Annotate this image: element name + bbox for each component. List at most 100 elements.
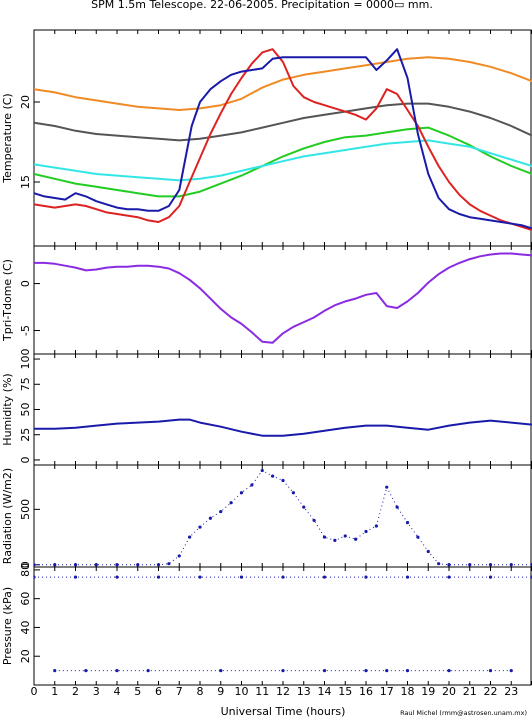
series-line-4 bbox=[34, 139, 532, 182]
x-tick-label: 8 bbox=[197, 685, 204, 698]
panel-3: 0 25 50 75 100 Humidity (%) bbox=[1, 349, 532, 466]
y-tick-label: 100 bbox=[19, 349, 32, 370]
data-point bbox=[198, 575, 202, 579]
data-point bbox=[281, 478, 285, 483]
data-point bbox=[395, 505, 399, 509]
data-point bbox=[250, 483, 254, 487]
panels: 15 20 Temperature (C) 0 -5 Tpri-Tdome (C) 0 25 5… bbox=[1, 29, 532, 686]
panel-5: 20 40 60 80 Pressure (kPa) bbox=[1, 563, 532, 686]
data-point bbox=[302, 505, 306, 509]
y-tick-label: 20 bbox=[19, 649, 32, 663]
chart-title: SPM 1.5m Telescope. 22-06-2005. Precipit… bbox=[91, 0, 433, 11]
data-point bbox=[239, 575, 244, 579]
data-point bbox=[322, 575, 327, 579]
x-tick-label: 4 bbox=[114, 685, 121, 698]
credit-note: Raul Michel (rmm@astrosen.unam.mx) bbox=[400, 709, 527, 717]
data-point bbox=[374, 524, 378, 528]
data-point bbox=[468, 563, 472, 567]
data-point bbox=[364, 669, 368, 673]
y-tick-label: 0 bbox=[19, 561, 32, 568]
y-tick-label: 75 bbox=[19, 377, 32, 391]
panel-frame bbox=[33, 245, 532, 355]
series-line-5 bbox=[34, 48, 532, 231]
y-tick-label: 25 bbox=[19, 428, 32, 442]
x-tick-label: 15 bbox=[338, 685, 352, 698]
x-axis-label: Universal Time (hours) bbox=[221, 705, 346, 718]
series-group bbox=[34, 252, 532, 344]
data-point bbox=[291, 491, 295, 495]
data-point bbox=[509, 563, 513, 567]
data-point bbox=[322, 669, 327, 673]
series-line-1 bbox=[34, 56, 532, 111]
x-tick-label: 19 bbox=[421, 685, 435, 698]
series-line-2 bbox=[34, 102, 532, 142]
x-tick-label: 9 bbox=[217, 685, 224, 698]
series-group bbox=[34, 48, 532, 231]
series-line-3 bbox=[34, 126, 532, 198]
x-tick-label: 5 bbox=[134, 685, 141, 698]
data-point bbox=[73, 575, 78, 579]
data-point bbox=[416, 535, 420, 539]
x-tick-label: 17 bbox=[380, 685, 394, 698]
y-axis-label: Tpri-Tdome (C) bbox=[1, 259, 14, 342]
data-point bbox=[84, 669, 88, 673]
y-tick-label: -5 bbox=[19, 325, 32, 336]
panel-1: 15 20 Temperature (C) bbox=[1, 29, 532, 247]
data-point bbox=[115, 563, 119, 567]
x-tick-label: 16 bbox=[359, 685, 373, 698]
panel-2: 0 -5 Tpri-Tdome (C) bbox=[1, 245, 532, 355]
x-tick-label: 21 bbox=[463, 685, 477, 698]
x-tick-label: 0 bbox=[31, 685, 38, 698]
x-tick-label: 20 bbox=[442, 685, 456, 698]
y-tick-label: 0 bbox=[19, 280, 32, 287]
y-tick-label: 20 bbox=[19, 95, 32, 109]
x-tick-label: 6 bbox=[155, 685, 162, 698]
series-line-1 bbox=[34, 252, 532, 344]
data-point bbox=[312, 518, 316, 523]
x-tick-label: 1 bbox=[51, 685, 58, 698]
data-point bbox=[229, 501, 233, 505]
data-point bbox=[447, 669, 451, 673]
series-group bbox=[34, 575, 532, 673]
x-tick-label: 10 bbox=[235, 685, 249, 698]
data-point bbox=[385, 669, 389, 673]
data-point bbox=[177, 554, 181, 558]
y-tick-label: 15 bbox=[19, 175, 32, 189]
panel-4: 0 500 Radiation (W/m2) bbox=[1, 464, 532, 568]
y-tick-label: 80 bbox=[19, 563, 32, 577]
data-point bbox=[219, 669, 223, 673]
data-point bbox=[447, 575, 451, 579]
data-point bbox=[447, 563, 451, 567]
x-tick-label: 13 bbox=[297, 685, 311, 698]
x-tick-label: 12 bbox=[276, 685, 290, 698]
series-group bbox=[34, 468, 532, 567]
y-tick-label: 50 bbox=[19, 403, 32, 417]
data-point bbox=[405, 521, 410, 525]
x-tick-label: 22 bbox=[484, 685, 498, 698]
data-point bbox=[198, 525, 202, 529]
data-point bbox=[188, 535, 192, 539]
series-group bbox=[34, 418, 532, 437]
y-axis-label: Pressure (kPa) bbox=[1, 587, 14, 665]
data-point bbox=[385, 485, 389, 489]
y-tick-label: 40 bbox=[19, 620, 32, 634]
y-axis-label: Temperature (C) bbox=[1, 93, 14, 183]
data-point bbox=[73, 563, 78, 567]
x-tick-label: 14 bbox=[318, 685, 332, 698]
x-tick-label: 23 bbox=[504, 685, 518, 698]
data-point bbox=[53, 669, 57, 673]
x-tick-label: 3 bbox=[93, 685, 100, 698]
y-tick-label: 500 bbox=[19, 499, 32, 520]
data-point bbox=[208, 516, 212, 520]
data-point bbox=[364, 529, 368, 534]
x-tick-label: 2 bbox=[72, 685, 79, 698]
x-tick-label: 18 bbox=[401, 685, 415, 698]
y-axis-label: Radiation (W/m2) bbox=[1, 468, 14, 564]
y-tick-label: 60 bbox=[19, 592, 32, 606]
x-tick-label: 7 bbox=[176, 685, 183, 698]
data-point bbox=[405, 575, 410, 579]
x-axis: 0 1 2 3 4 5 6 7 8 9 10 11 12 13 14 15 16 17 18 19 20 21 22 23 bbox=[31, 685, 519, 698]
y-axis-label: Humidity (%) bbox=[1, 373, 14, 445]
series-line-6 bbox=[34, 48, 532, 230]
